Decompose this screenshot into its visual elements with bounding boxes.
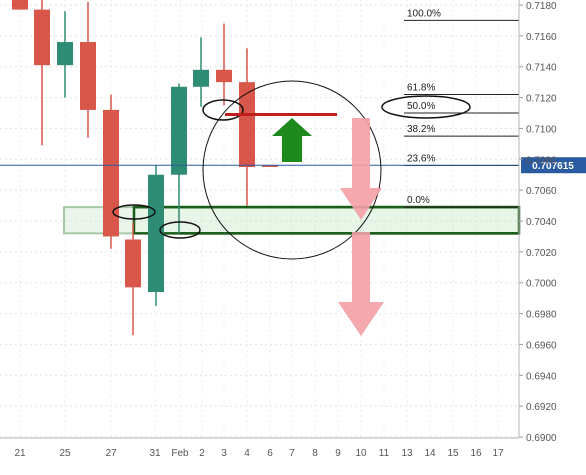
current-price-label: 0.707615 bbox=[532, 161, 574, 172]
x-tick-label: 10 bbox=[355, 448, 367, 459]
y-tick-label: 0.7180 bbox=[526, 1, 557, 12]
fibonacci-layer: 100.0% 61.8% 50.0% 38.2% 23.6% 0.0% 0.707615 bbox=[0, 8, 586, 208]
y-tick-label: 0.6980 bbox=[526, 310, 557, 321]
x-tick-label: 8 bbox=[312, 448, 318, 459]
x-tick-label: 11 bbox=[379, 448, 390, 459]
x-tick-label: 7 bbox=[289, 448, 295, 459]
fib-level-label: 61.8% bbox=[407, 82, 435, 93]
x-tick-label: 9 bbox=[335, 448, 341, 459]
x-tick-label: 31 bbox=[149, 448, 161, 459]
candle-body bbox=[148, 174, 164, 292]
candle-body bbox=[34, 9, 50, 66]
x-tick-label: 13 bbox=[401, 448, 413, 459]
annotation-layer bbox=[112, 80, 471, 336]
y-tick-label: 0.7080 bbox=[526, 155, 557, 166]
down-arrow-1 bbox=[340, 118, 382, 220]
x-tick-label: 15 bbox=[447, 448, 459, 459]
highlight-ellipse-mid bbox=[112, 204, 156, 220]
candle-body bbox=[239, 82, 255, 167]
x-tick-label: 2 bbox=[199, 448, 205, 459]
y-tick-label: 0.7020 bbox=[526, 248, 557, 259]
y-tick-label: 0.7160 bbox=[526, 32, 557, 43]
candle-body bbox=[12, 0, 28, 10]
axes-layer: 0.7180 0.7160 0.7140 0.7120 0.7100 0.7080 0.70… bbox=[0, 0, 557, 459]
candle-body bbox=[103, 109, 119, 237]
annotation-circle bbox=[202, 80, 382, 260]
fib-level-label: 100.0% bbox=[407, 8, 441, 19]
y-tick-label: 0.7140 bbox=[526, 63, 557, 74]
candle-body bbox=[171, 86, 187, 175]
y-tick-label: 0.6940 bbox=[526, 371, 557, 382]
fib-level-label: 50.0% bbox=[407, 101, 435, 112]
demand-box-left bbox=[63, 206, 135, 235]
x-tick-label: 17 bbox=[492, 448, 504, 459]
x-tick-label: 6 bbox=[267, 448, 273, 459]
current-price-tag bbox=[521, 157, 586, 174]
x-tick-label: 4 bbox=[244, 448, 250, 459]
fib-level-label: 38.2% bbox=[407, 124, 435, 135]
y-tick-label: 0.7060 bbox=[526, 186, 557, 197]
up-arrow bbox=[272, 118, 312, 162]
y-tick-label: 0.7100 bbox=[526, 124, 557, 135]
candle-body bbox=[125, 239, 141, 288]
x-tick-label: 25 bbox=[59, 448, 71, 459]
highlight-ellipse-low bbox=[159, 221, 201, 239]
y-tick-label: 0.7000 bbox=[526, 279, 557, 290]
candle-body bbox=[216, 69, 232, 83]
highlight-ellipse-top bbox=[202, 99, 244, 121]
zone-layer bbox=[63, 205, 521, 235]
y-tick-label: 0.6900 bbox=[526, 433, 557, 444]
down-arrow-2 bbox=[338, 232, 384, 336]
x-tick-label: 3 bbox=[221, 448, 227, 459]
highlight-ellipse-fib50 bbox=[381, 95, 471, 119]
fib-level-label: 23.6% bbox=[407, 153, 435, 164]
y-tick-label: 0.6920 bbox=[526, 402, 557, 413]
candle-body bbox=[262, 165, 278, 167]
x-tick-label: 14 bbox=[424, 448, 436, 459]
x-tick-label: 16 bbox=[470, 448, 482, 459]
y-tick-label: 0.6960 bbox=[526, 340, 557, 351]
candle-body bbox=[57, 42, 73, 66]
x-tick-label: 27 bbox=[105, 448, 117, 459]
support-zone bbox=[132, 205, 521, 235]
y-tick-label: 0.7040 bbox=[526, 217, 557, 228]
x-tick-label: Feb bbox=[171, 448, 189, 459]
y-tick-label: 0.7120 bbox=[526, 94, 557, 105]
candle-body bbox=[80, 42, 96, 110]
candle-body bbox=[193, 69, 209, 87]
x-tick-label: 21 bbox=[14, 448, 26, 459]
fib-level-label: 0.0% bbox=[407, 195, 430, 206]
candles-layer bbox=[12, 0, 278, 336]
